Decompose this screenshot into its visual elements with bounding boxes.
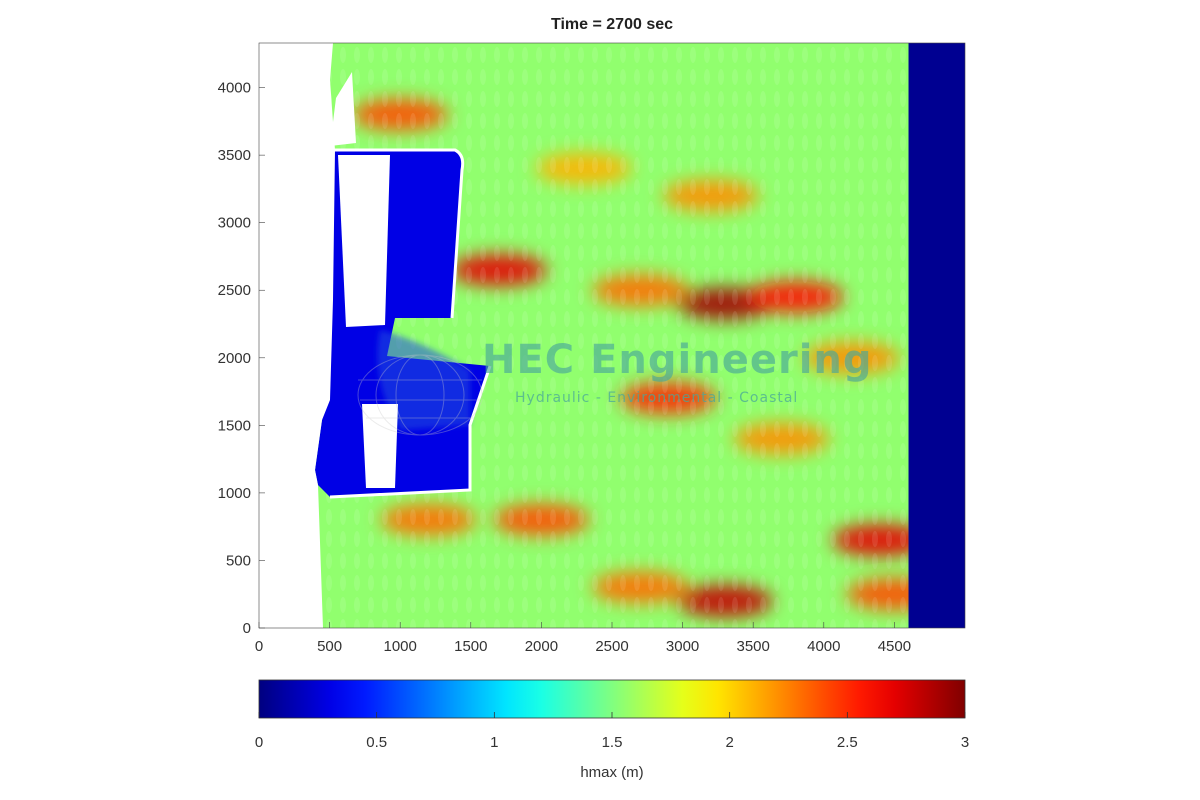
x-tick-label: 3000 — [666, 638, 699, 655]
watermark-logo-icon — [357, 354, 483, 436]
colorbar-label: hmax (m) — [580, 764, 643, 781]
watermark-subtitle: Hydraulic - Environmental - Coastal — [515, 390, 798, 406]
land-pier-south — [362, 404, 398, 488]
land-jetty — [330, 72, 356, 146]
colorbar-tick-label: 2.5 — [837, 734, 858, 751]
deep-water-zone — [908, 43, 965, 628]
y-tick-label: 3500 — [218, 147, 251, 164]
colorbar-tick-label: 1 — [490, 734, 498, 751]
x-tick-label: 4500 — [878, 638, 911, 655]
colorbar-tick-label: 1.5 — [602, 734, 623, 751]
y-tick-label: 3000 — [218, 215, 251, 232]
chart-title: Time = 2700 sec — [551, 16, 673, 33]
y-tick-label: 0 — [243, 620, 251, 637]
land-area — [259, 43, 335, 628]
colorbar-tick-label: 0 — [255, 734, 263, 751]
x-tick-label: 2000 — [525, 638, 558, 655]
colorbar-gradient — [258, 679, 966, 719]
x-tick-label: 1500 — [454, 638, 487, 655]
x-tick-label: 0 — [255, 638, 263, 655]
x-tick-label: 2500 — [595, 638, 628, 655]
plot-area — [259, 43, 965, 628]
watermark: HEC Engineering Hydraulic - Environmenta… — [357, 337, 873, 436]
y-tick-label: 2000 — [218, 350, 251, 367]
colorbar-ticks: 0 0.5 1 1.5 2 2.5 3 — [255, 712, 969, 751]
x-axis: 0 500 1000 1500 2000 2500 3000 3500 4000 4500 — [255, 622, 911, 655]
x-tick-label: 3500 — [737, 638, 770, 655]
watermark-title: HEC Engineering — [482, 337, 873, 383]
harbor-entrance-flow — [377, 330, 470, 430]
y-tick-label: 4000 — [218, 80, 251, 97]
colorbar-tick-label: 0.5 — [366, 734, 387, 751]
colorbar-tick-label: 3 — [961, 734, 969, 751]
x-tick-label: 4000 — [807, 638, 840, 655]
y-tick-label: 1500 — [218, 417, 251, 434]
x-tick-label: 500 — [317, 638, 342, 655]
y-tick-label: 2500 — [218, 282, 251, 299]
breakwater-outline-south — [329, 365, 492, 499]
y-tick-label: 1000 — [218, 485, 251, 502]
y-tick-label: 500 — [226, 552, 251, 569]
x-tick-label: 1000 — [384, 638, 417, 655]
colorbar: 0 0.5 1 1.5 2 2.5 3 hmax (m) — [255, 679, 969, 781]
land-breakwater-north — [338, 155, 390, 327]
y-axis: 0 500 1000 1500 2000 2500 3000 3500 4000 — [218, 80, 265, 637]
colorbar-tick-label: 2 — [725, 734, 733, 751]
breakwater-outline — [334, 148, 465, 319]
